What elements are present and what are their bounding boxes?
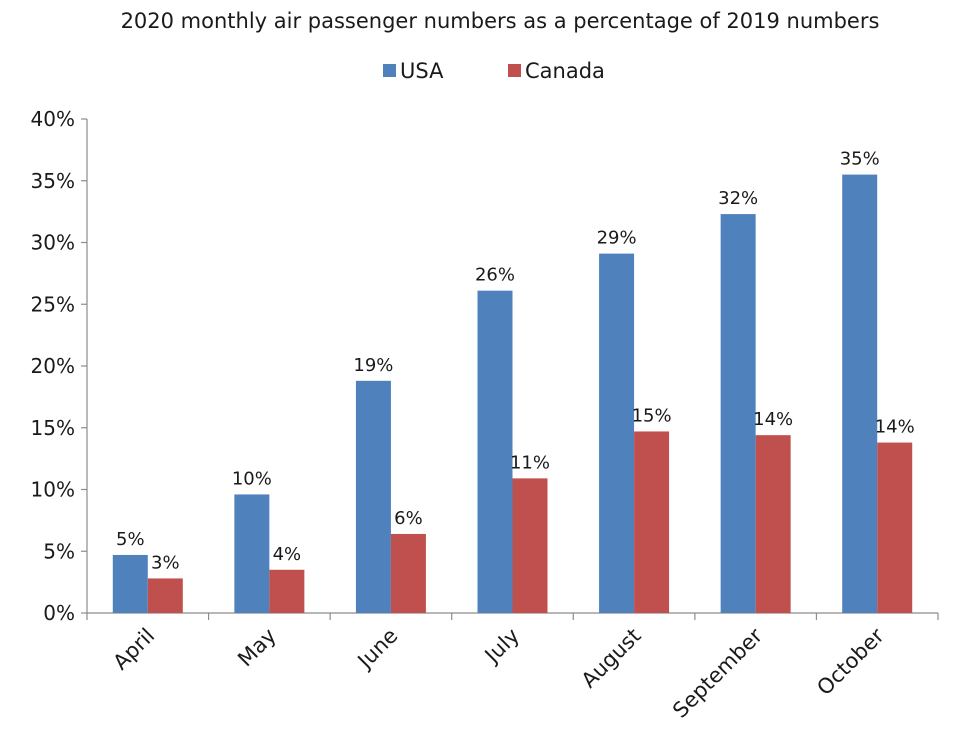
bar-canada — [755, 435, 791, 613]
x-tick-label: October — [812, 623, 889, 700]
x-tick-label: September — [668, 623, 767, 722]
data-label-usa: 5% — [116, 529, 145, 550]
x-tick-label: April — [108, 624, 159, 675]
data-label-canada: 4% — [273, 544, 302, 565]
bars — [112, 174, 913, 614]
data-label-usa: 35% — [840, 149, 880, 170]
x-axis: April May June July August September October — [86, 612, 939, 723]
y-tick-label: 15% — [31, 416, 75, 440]
bar-usa — [720, 214, 756, 613]
y-tick-label: 40% — [31, 107, 75, 131]
y-tick-label: 5% — [43, 539, 75, 563]
data-label-canada: 14% — [875, 417, 915, 438]
y-tick-label: 35% — [31, 169, 75, 193]
bar-usa — [477, 290, 513, 613]
data-label-canada: 6% — [394, 508, 423, 529]
data-label-usa: 29% — [597, 228, 637, 249]
data-label-canada: 11% — [510, 452, 550, 473]
legend-swatch-canada — [508, 64, 521, 77]
data-label-usa: 19% — [353, 355, 393, 376]
x-tick-label: August — [577, 624, 646, 693]
data-labels: 5% 10% 19% 26% 29% 32% 35% 3% 4% 6% 11% 15% 14% 14% — [116, 149, 915, 574]
data-label-usa: 26% — [475, 265, 515, 286]
y-tick-label: 20% — [31, 354, 75, 378]
data-label-canada: 3% — [151, 552, 180, 573]
y-axis: 0% 5% 10% 15% 20% 25% 30% 35% 40% — [31, 107, 88, 625]
data-label-usa: 10% — [232, 468, 272, 489]
bar-usa — [355, 380, 391, 613]
data-label-canada: 14% — [753, 409, 793, 430]
legend-label-usa: USA — [400, 59, 444, 83]
bar-canada — [634, 431, 670, 613]
bar-usa — [599, 253, 635, 614]
legend-swatch-usa — [383, 64, 396, 77]
bar-canada — [147, 578, 183, 613]
x-tick-label: July — [479, 624, 524, 669]
legend-label-canada: Canada — [525, 59, 605, 83]
y-tick-label: 30% — [31, 231, 75, 255]
bar-canada — [877, 442, 913, 613]
data-label-usa: 32% — [718, 188, 758, 209]
x-tick-label: May — [233, 624, 281, 672]
bar-usa — [112, 554, 148, 613]
bar-canada — [512, 478, 548, 613]
bar-canada — [269, 569, 305, 613]
y-tick-label: 25% — [31, 292, 75, 316]
y-tick-label: 0% — [43, 601, 75, 625]
x-tick-label: June — [352, 624, 403, 675]
data-label-canada: 15% — [632, 405, 672, 426]
bar-canada — [390, 533, 426, 613]
y-tick-label: 10% — [31, 478, 75, 502]
legend: USA Canada — [383, 59, 605, 83]
bar-usa — [842, 174, 878, 613]
chart-title: 2020 monthly air passenger numbers as a … — [121, 9, 880, 33]
bar-usa — [234, 494, 270, 613]
